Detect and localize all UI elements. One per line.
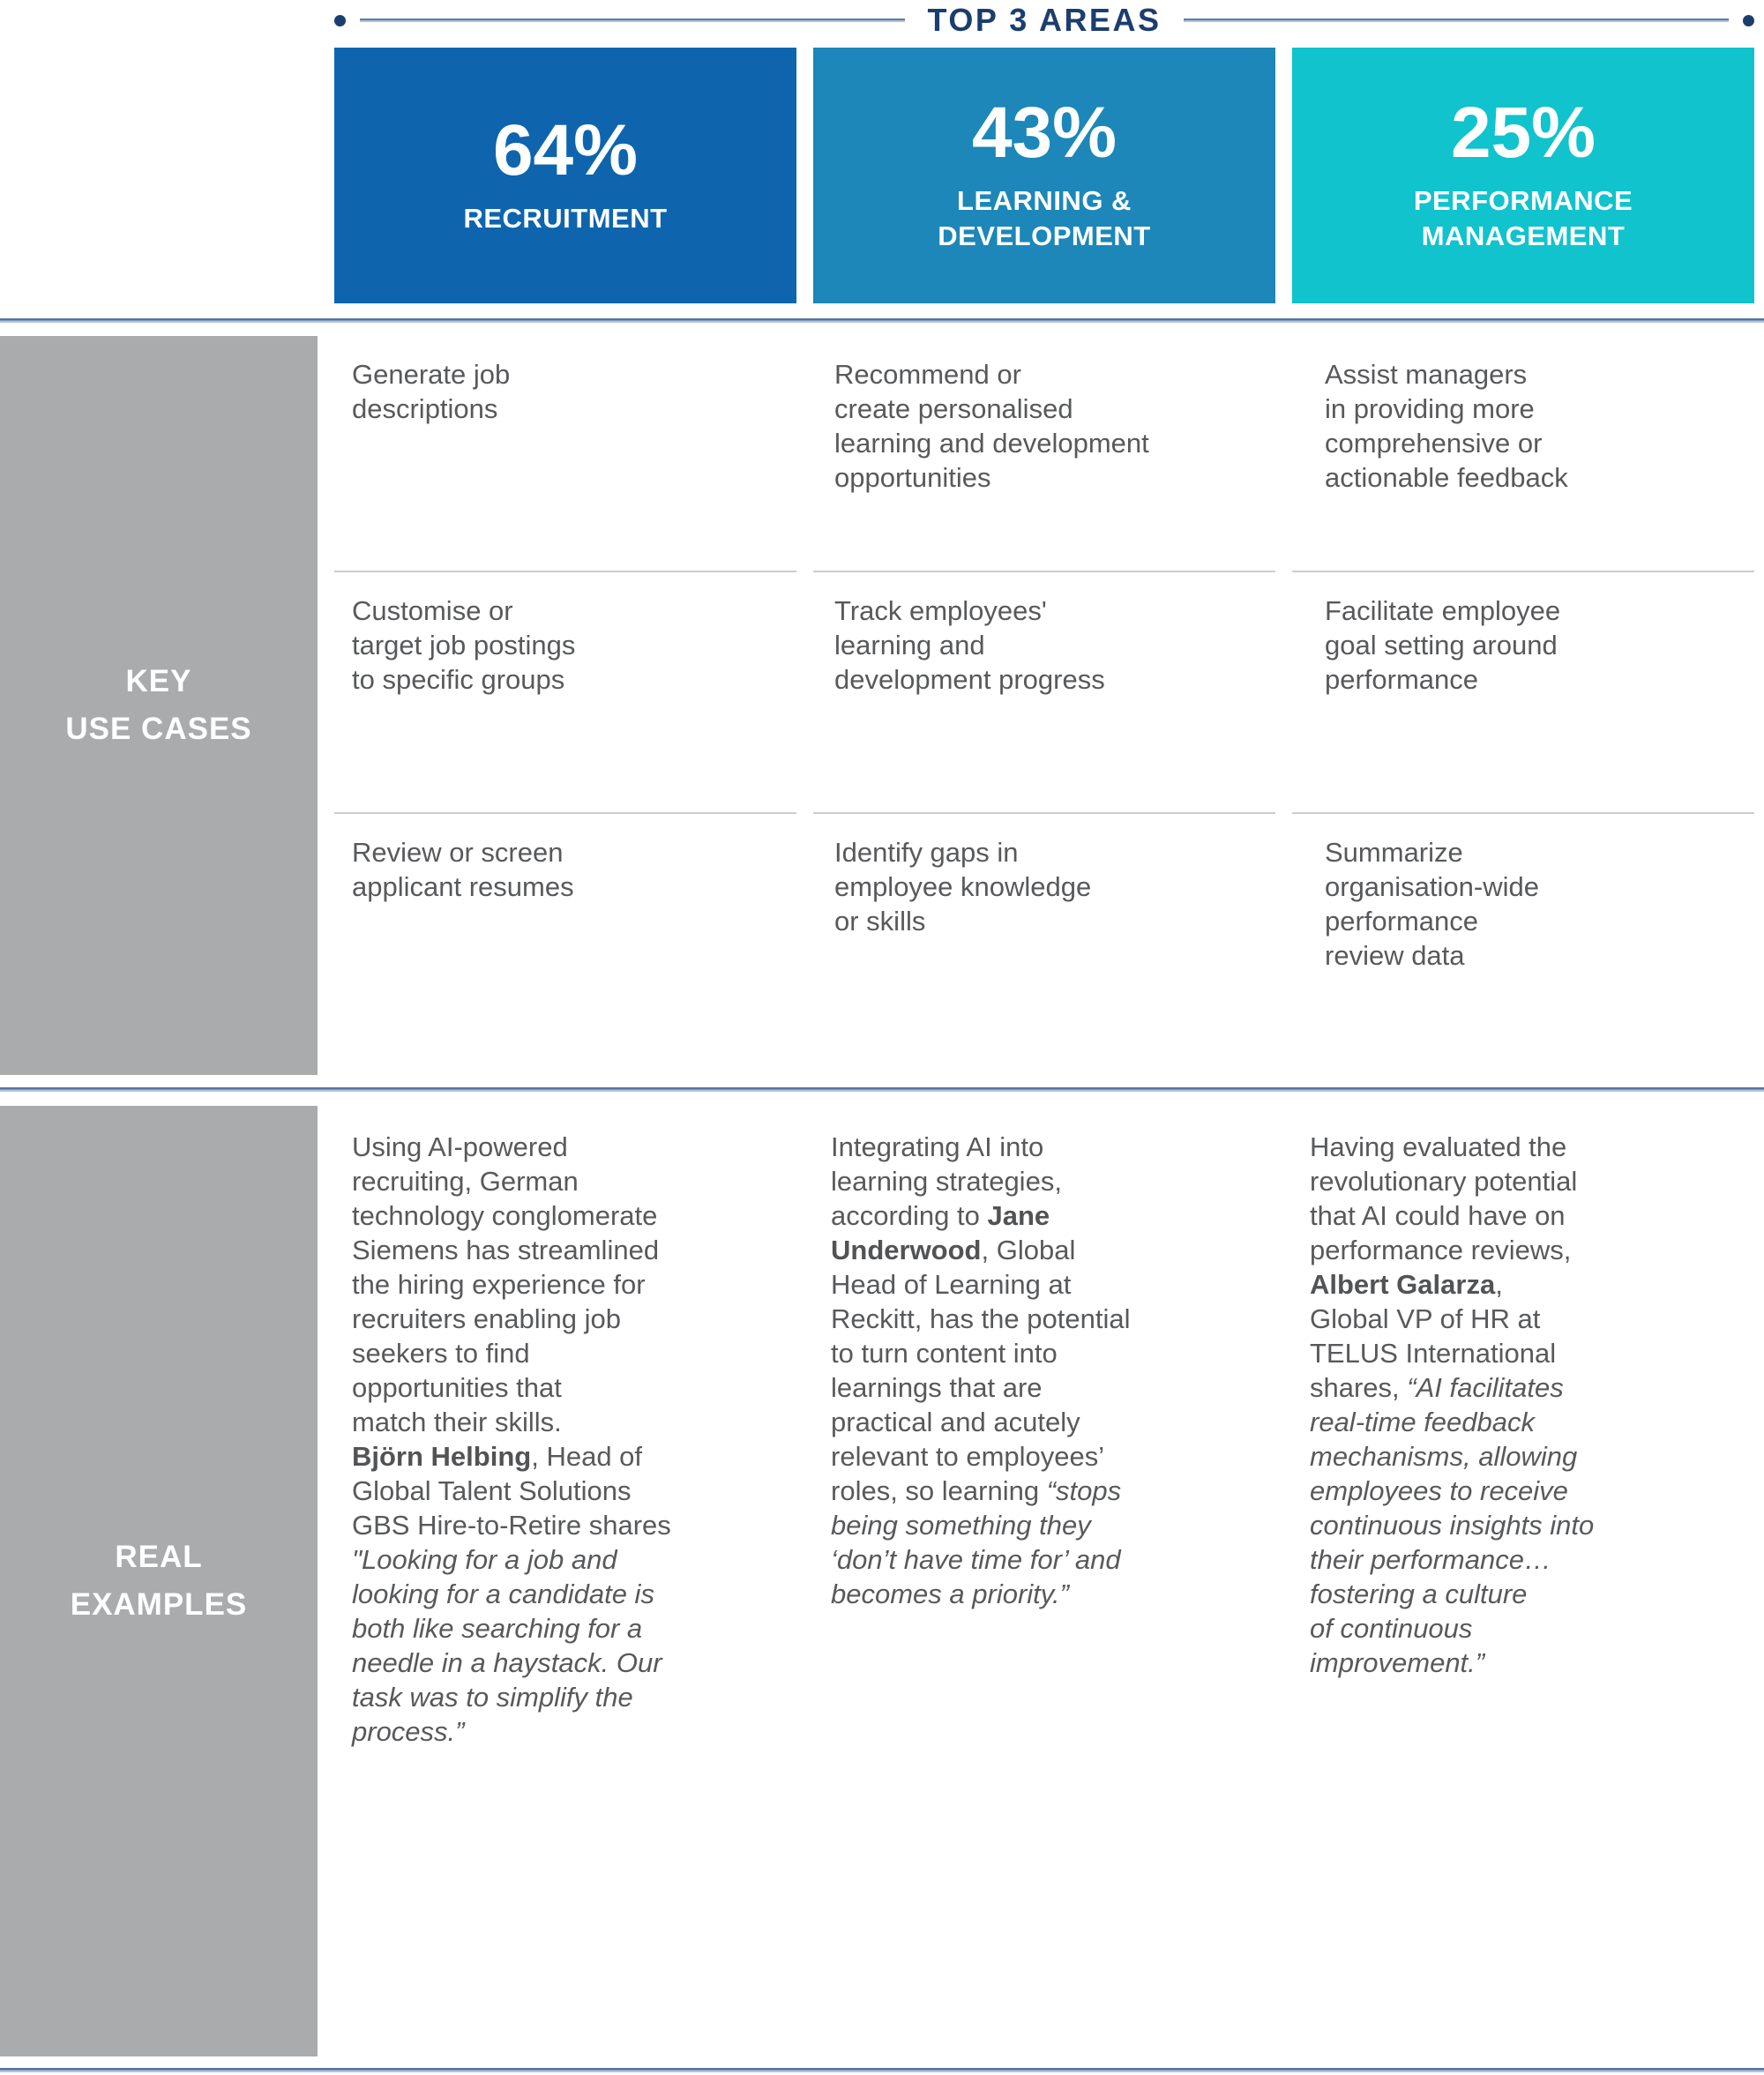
- use-case-cell-performance-2: Facilitate employee goal setting around …: [1292, 572, 1754, 814]
- stat-card-performance-management: 25% PERFORMANCE MANAGEMENT: [1292, 48, 1754, 303]
- example-text-segment: Having evaluated the revolutionary poten…: [1310, 1131, 1578, 1265]
- example-quote: "Looking for a job and looking for a can…: [352, 1544, 662, 1747]
- example-text-segment: , Head of Global Talent Solutions GBS Hi…: [352, 1441, 671, 1541]
- example-text-segment: Integrating AI into learning strategies,…: [831, 1131, 1062, 1231]
- stat-label-performance-management: PERFORMANCE MANAGEMENT: [1413, 185, 1633, 251]
- stat-card-recruitment: 64% RECRUITMENT: [334, 48, 796, 303]
- key-use-cases-section: KEY USE CASES Generate job descriptions …: [0, 336, 1764, 1075]
- example-person-name: Björn Helbing: [352, 1441, 532, 1472]
- use-case-cell-learning-3: Identify gaps in employee knowledge or s…: [834, 837, 1092, 937]
- header-rule-right: [1184, 19, 1730, 22]
- section-divider-middle: [0, 1087, 1764, 1092]
- use-case-cell-recruitment-1: Generate job descriptions: [334, 336, 796, 572]
- use-case-cell-recruitment-3: Review or screen applicant resumes: [352, 837, 574, 902]
- stat-percent-learning-development: 43%: [971, 93, 1117, 173]
- stat-percent-performance-management: 25%: [1450, 93, 1596, 173]
- example-text-segment: , Global Head of Learning at Reckitt, ha…: [831, 1235, 1131, 1506]
- top-areas-title: TOP 3 AREAS: [927, 2, 1162, 38]
- stat-percent-recruitment: 64%: [492, 110, 639, 190]
- stat-card-learning-development: 43% LEARNING & DEVELOPMENT: [813, 48, 1275, 303]
- stat-label-recruitment: RECRUITMENT: [463, 203, 668, 234]
- section-divider-top: [0, 318, 1764, 323]
- rule-endpoint-dot-right: [1743, 14, 1755, 26]
- use-case-cell-learning-1: Recommend or create personalised learnin…: [813, 336, 1275, 572]
- rule-endpoint-dot-left: [334, 14, 346, 26]
- real-example-learning-development: Integrating AI into learning strategies,…: [813, 1106, 1275, 2056]
- real-example-recruitment: Using AI-powered recruiting, German tech…: [334, 1106, 796, 2056]
- use-case-cell-performance-1: Assist managers in providing more compre…: [1292, 336, 1754, 572]
- use-case-cell-performance-3: Summarize organisation-wide performance …: [1325, 837, 1539, 971]
- example-person-name: Jane Underwood: [831, 1200, 1050, 1265]
- row-header-key-use-cases: KEY USE CASES: [0, 336, 318, 1075]
- example-quote: “AI facilitates real-time feedback mecha…: [1310, 1372, 1595, 1678]
- stat-cards-row: 64% RECRUITMENT 43% LEARNING & DEVELOPME…: [334, 48, 1754, 303]
- row-header-real-examples: REAL EXAMPLES: [0, 1106, 318, 2056]
- real-example-performance-management: Having evaluated the revolutionary poten…: [1292, 1106, 1754, 2056]
- section-divider-bottom: [0, 2068, 1764, 2072]
- example-quote: “stops being something they ‘don’t have …: [831, 1475, 1122, 1609]
- stat-label-learning-development: LEARNING & DEVELOPMENT: [938, 185, 1151, 251]
- real-examples-section: REAL EXAMPLES Using AI-powered recruitin…: [0, 1106, 1764, 2056]
- example-person-name: Albert Galarza: [1310, 1269, 1496, 1300]
- example-text-segment: , Global VP of HR at TELUS International…: [1310, 1269, 1557, 1403]
- use-case-cell-learning-2: Track employees' learning and developmen…: [813, 572, 1275, 814]
- use-case-cell-recruitment-2: Customise or target job postings to spec…: [334, 572, 796, 814]
- header-rule-left: [360, 19, 905, 22]
- example-text-segment: Using AI-powered recruiting, German tech…: [352, 1131, 660, 1437]
- top-areas-header: TOP 3 AREAS: [334, 0, 1755, 41]
